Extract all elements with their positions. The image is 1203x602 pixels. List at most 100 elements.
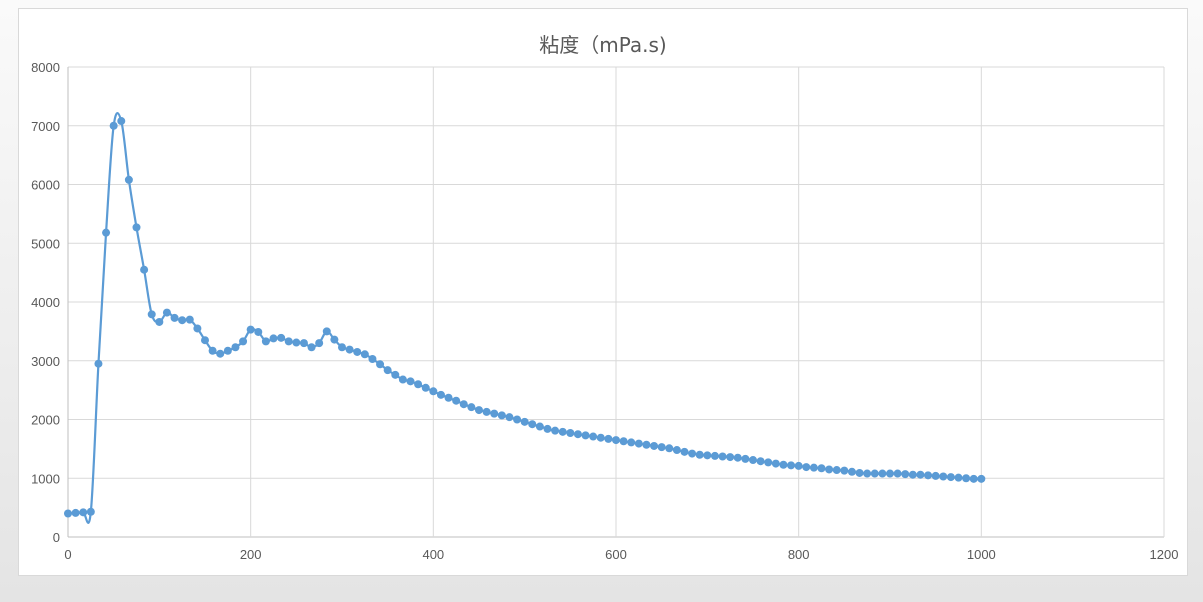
data-point [109,121,118,130]
chart-title: 粘度（mPa.s) [539,33,667,57]
data-point [688,449,697,458]
data-point [307,343,316,352]
y-tick-label: 5000 [31,236,60,251]
data-point [954,473,963,482]
data-point [376,360,385,369]
data-point [223,346,232,355]
data-point [315,339,324,348]
data-point [543,424,552,433]
series-line [67,111,982,524]
data-point [520,417,529,426]
data-point [642,440,651,449]
data-point [193,324,202,333]
data-point [528,420,537,429]
data-point [665,444,674,453]
data-point [474,406,483,415]
data-point [779,460,788,469]
data-point [368,354,377,363]
data-point [353,347,362,356]
data-point [535,422,544,431]
data-point [802,463,811,472]
y-tick-label: 0 [53,530,60,545]
data-point [901,470,910,479]
data-point [337,343,346,352]
data-point [452,396,461,405]
data-point [71,508,80,517]
x-tick-label: 1200 [1150,547,1179,562]
data-point [345,345,354,354]
data-point [908,470,917,479]
data-point [840,466,849,475]
data-point [855,468,864,477]
data-point [208,346,217,355]
y-tick-label: 7000 [31,119,60,134]
data-point [459,400,468,409]
data-point [299,339,308,348]
data-point [764,458,773,467]
data-point [132,223,141,232]
data-point [726,453,735,462]
data-point [497,411,506,420]
data-point [931,471,940,480]
data-point [817,464,826,473]
data-point [513,415,522,424]
data-point [756,457,765,466]
data-point [421,383,430,392]
y-tick-label: 6000 [31,178,60,193]
x-tick-label: 200 [240,547,262,562]
data-point [482,407,491,416]
data-point [695,450,704,459]
data-point [200,336,209,345]
data-point [878,469,887,478]
data-point [170,313,179,322]
x-tick-label: 400 [422,547,444,562]
data-point [86,507,95,516]
data-point [573,430,582,439]
data-point [710,451,719,460]
data-point [627,438,636,447]
data-point [847,467,856,476]
data-point [794,461,803,470]
data-point [832,466,841,475]
data-point [292,338,301,347]
data-point [680,447,689,456]
data-point [360,350,369,359]
data-point [231,343,240,352]
data-point [566,429,575,438]
data-point [79,508,88,517]
data-point [147,310,156,319]
data-point [398,375,407,384]
data-point [809,463,818,472]
data-point [787,461,796,470]
data-point [596,433,605,442]
data-point [703,451,712,460]
data-point [406,377,415,386]
data-point [414,380,423,389]
chart-area: 粘度（mPa.s) [18,8,1188,576]
data-point [969,474,978,483]
x-tick-label: 1000 [967,547,996,562]
data-point [444,393,453,402]
data-point [939,472,948,481]
data-point [733,453,742,462]
data-point [741,454,750,463]
data-point [239,337,248,346]
data-point [551,426,560,435]
x-tick-label: 0 [64,547,71,562]
data-point [254,327,263,336]
data-point [870,469,879,478]
data-point [467,403,476,412]
data-point [64,509,72,518]
data-point [94,359,103,368]
data-point [611,436,620,445]
data-point [178,316,187,325]
data-point [650,441,659,450]
data-point [155,317,164,326]
data-point [977,474,986,483]
data-point [140,265,149,274]
x-tick-label: 600 [605,547,627,562]
data-point [718,452,727,461]
data-point [505,413,514,422]
data-point [322,327,331,336]
